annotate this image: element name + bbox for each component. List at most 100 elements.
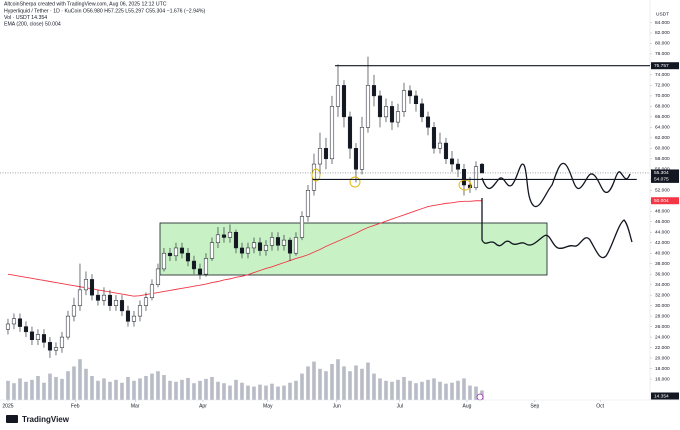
x-tick-label: Feb [71,403,80,409]
volume-bar [198,380,202,400]
volume-bar [192,383,196,400]
y-tick-label: 16.000 [655,376,670,382]
volume-bar [108,381,112,400]
volume-bar [78,359,82,400]
volume-bar [84,368,88,400]
volume-bar [24,381,28,400]
y-tick-label: 70.000 [655,93,670,99]
y-tick-label: 84.000 [655,20,670,26]
level-badge [651,62,679,70]
level-badge [651,197,679,205]
candle-body [11,318,17,325]
y-tick-label: 26.000 [655,324,670,330]
volume-bar [42,382,46,400]
volume-bar [96,380,100,400]
candle-body [23,326,29,333]
volume-bar [420,381,424,400]
candle-body [311,163,317,191]
volume-bar [426,379,430,400]
y-tick-label: 58.000 [655,156,670,162]
volume-bar [204,378,208,400]
volume-bar [6,380,10,400]
y-tick-label: 28.000 [655,313,670,319]
candle-body [161,252,167,270]
volume-bar [156,371,160,400]
volume-bar [252,386,256,400]
volume-bar [300,373,304,400]
x-tick-label: Jul [397,403,403,409]
candle-body [479,163,485,174]
volume-bar [432,378,436,400]
candle-body [269,237,275,246]
y-tick-label: 46.000 [655,219,670,225]
volume-bar [360,368,364,400]
y-tick-label: 82.000 [655,30,670,36]
candle-body [251,242,257,249]
candle-body [113,300,119,306]
volume-bar [36,376,40,400]
candle-body [17,318,23,327]
y-tick-label: 74.000 [655,72,670,78]
volume-bar [372,373,376,400]
volume-bar [468,385,472,400]
y-tick-label: 18.000 [655,366,670,372]
volume-label: 14.354 [654,393,669,399]
volume-bar [210,376,214,400]
symbol-info: Hyperliquid / Tether · 1D · KuCoin O56.9… [4,8,205,14]
volume-bar [150,373,154,400]
volume-bar [216,381,220,400]
candle-body [239,247,245,254]
candle-body [425,116,431,128]
candle-body [407,90,413,97]
y-tick-label: 20.000 [655,355,670,361]
candle-body [53,347,59,351]
candle-body [119,300,125,312]
volume-bar [168,380,172,400]
y-tick-label: 30.000 [655,303,670,309]
x-tick-label: Sep [530,403,539,409]
y-tick-label: 66.000 [655,114,670,120]
level-badge [651,175,679,183]
volume-bar [378,378,382,400]
level-label: 54.075 [654,177,669,183]
volume-bar [132,380,136,400]
volume-bar [144,376,148,400]
volume-bar [174,381,178,400]
level-label: 55.304 [654,170,669,176]
candle-body [191,260,197,270]
highlight-circle [458,179,472,191]
volume-badge [651,392,679,400]
y-tick-label: 34.000 [655,282,670,288]
candle-body [335,85,341,107]
volume-bar [54,376,58,400]
volume-bar [402,376,406,400]
volume-bar [306,366,310,400]
candle-body [221,234,227,238]
y-tick-label: 64.000 [655,125,670,131]
candle-body [263,245,269,251]
volume-bar [384,380,388,400]
x-tick-label: Oct [596,403,604,409]
y-tick-label: 52.000 [655,188,670,194]
candle-body [473,166,479,188]
candle-body [149,284,155,299]
candle-body [65,315,71,338]
candle-body [125,310,131,322]
volume-bar [18,378,22,400]
candle-body [401,90,407,112]
candle-body [95,294,101,301]
volume-bar [228,385,232,400]
volume-bar [186,377,190,400]
volume-bar [366,362,370,400]
volume-bar [102,378,106,400]
candle-body [341,85,347,118]
y-tick-label: 78.000 [655,51,670,57]
volume-bar [240,382,244,400]
y-tick-label: 24.000 [655,334,670,340]
candle-body [59,336,65,348]
y-tick-label: 22.000 [655,345,670,351]
candle-body [323,148,329,160]
y-tick-label: 44.000 [655,229,670,235]
volume-bar [414,383,418,400]
